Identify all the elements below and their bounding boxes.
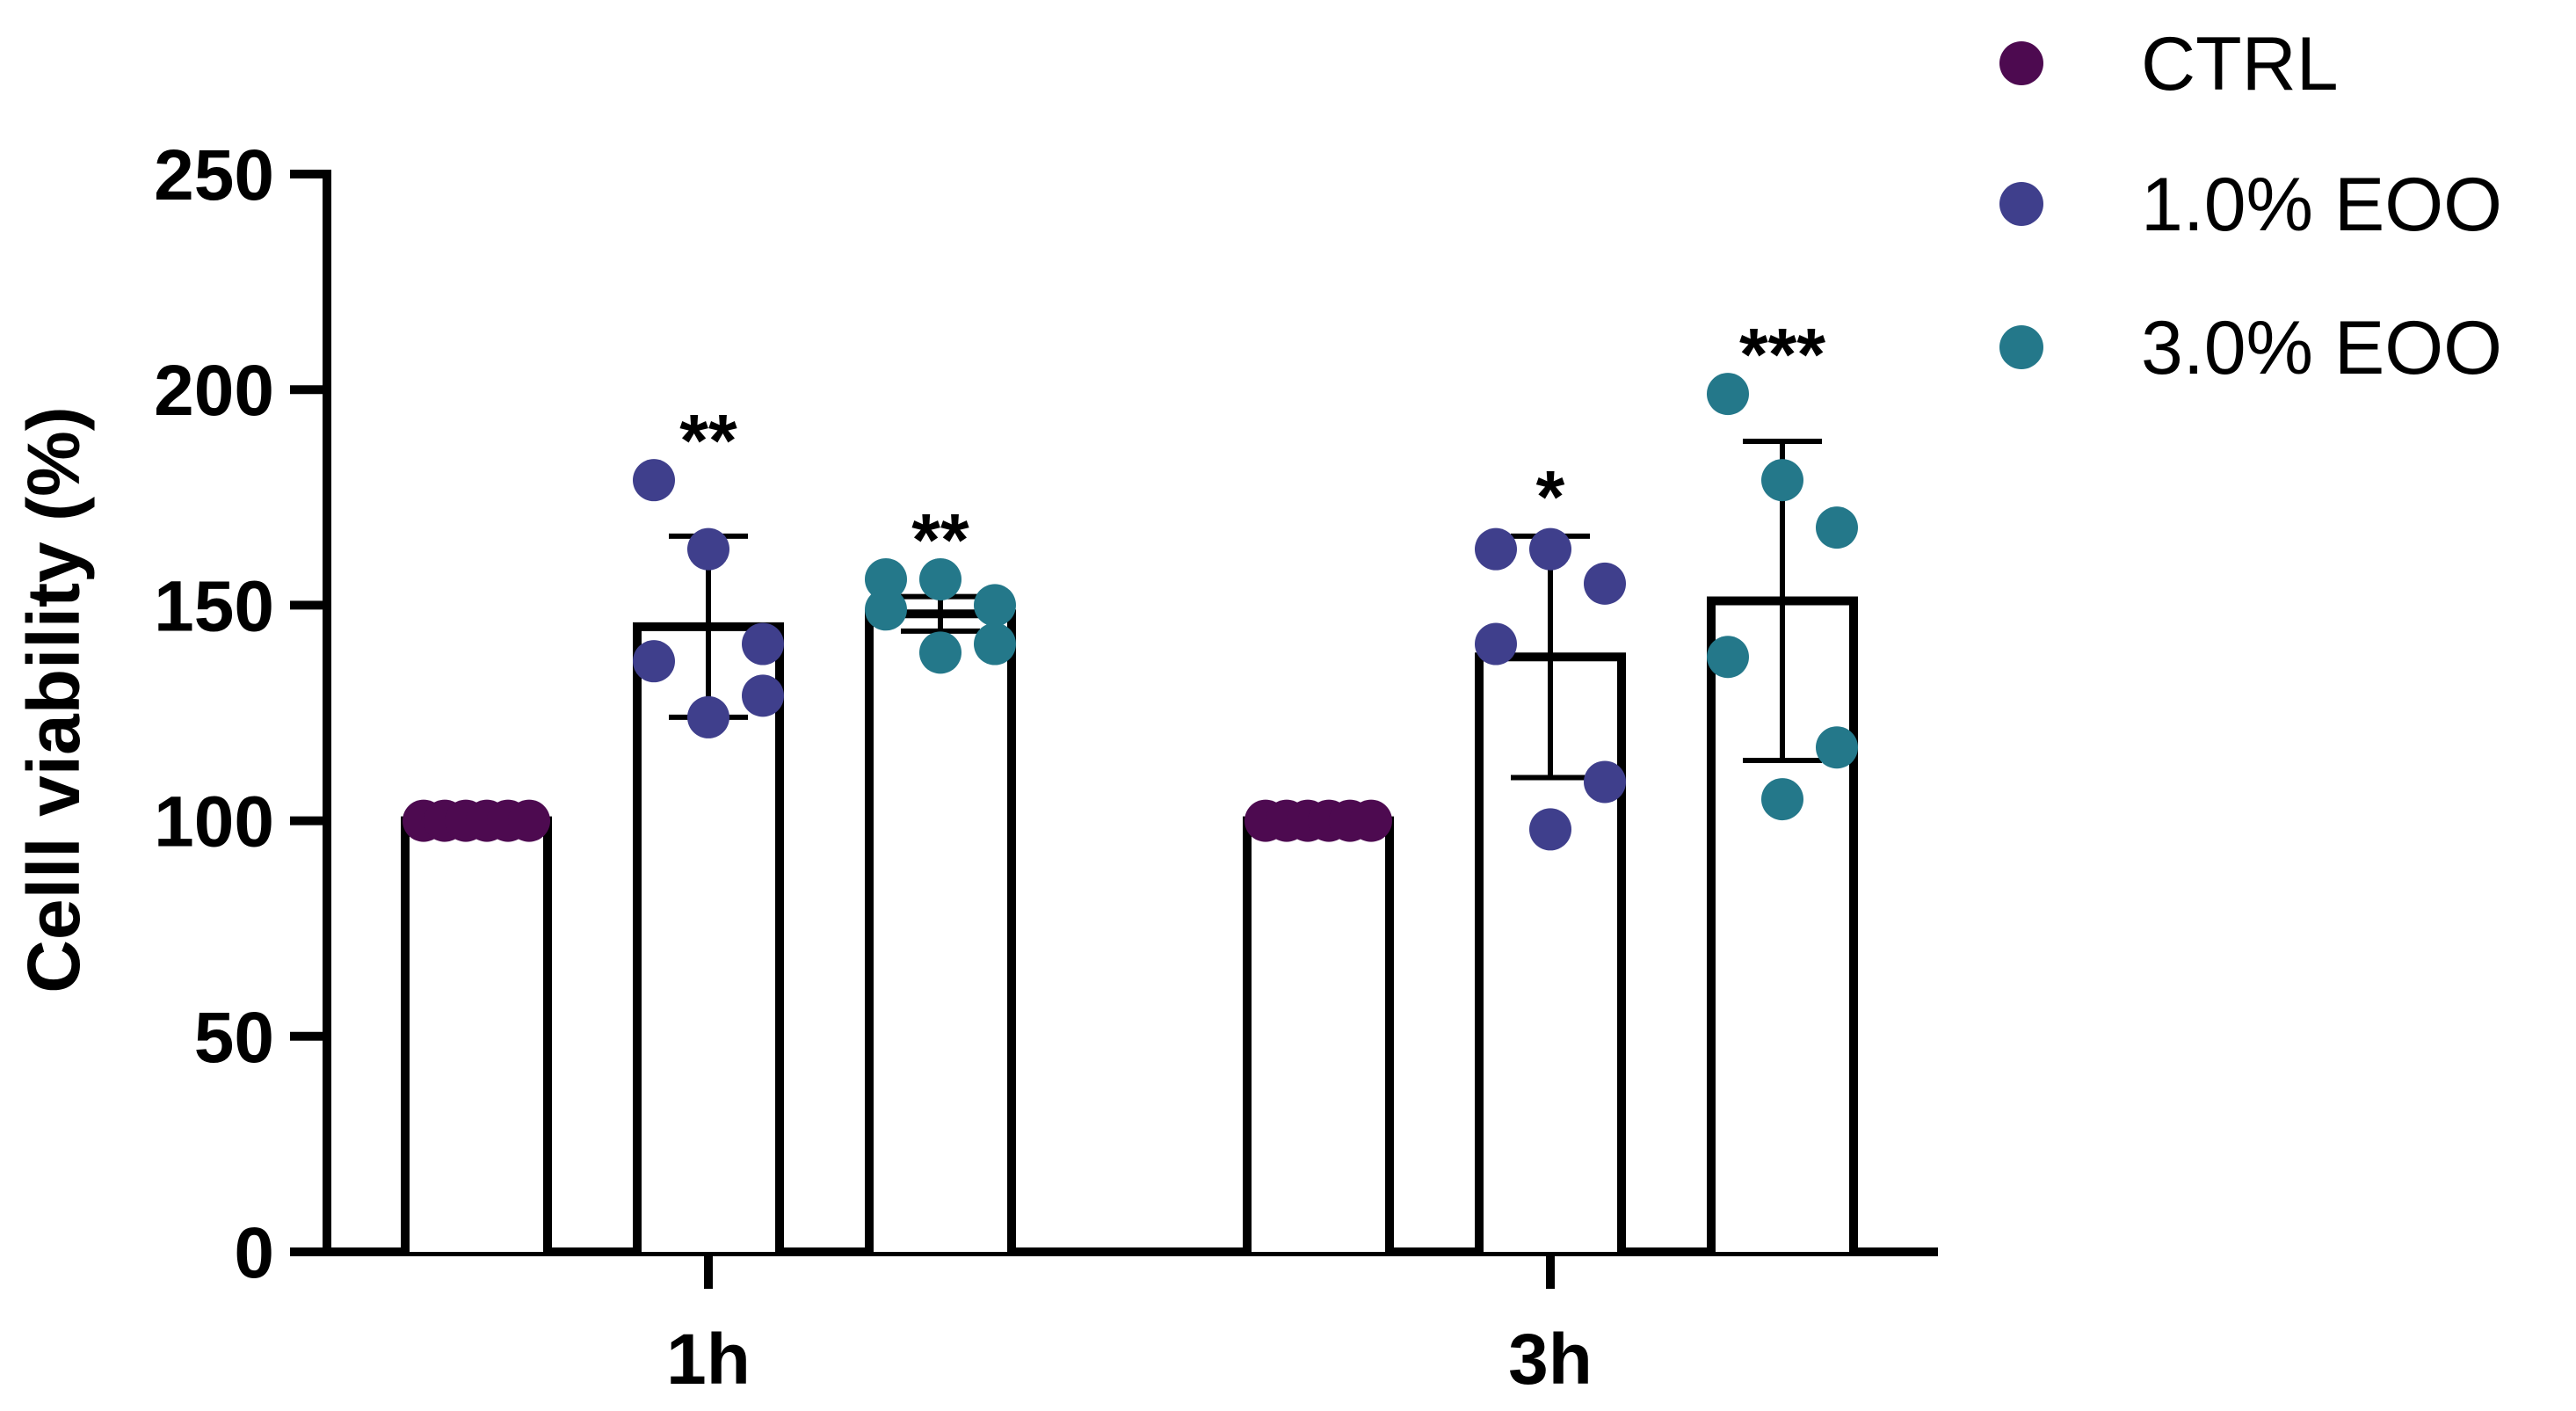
data-point (865, 557, 907, 600)
legend-label: 3.0% EOO (2141, 306, 2502, 390)
error-bars (669, 439, 1822, 781)
data-point (1707, 636, 1749, 679)
legend-marker (1999, 41, 2043, 85)
bar (865, 609, 1016, 1252)
legend-marker (1999, 182, 2043, 226)
data-point (1761, 459, 1803, 502)
y-tick-label: 250 (154, 135, 274, 215)
data-point (508, 799, 550, 842)
data-point (1475, 622, 1517, 665)
data-point (1350, 799, 1392, 842)
y-axis: 0 50 100 150 200 250 (154, 135, 331, 1293)
bars (401, 596, 1858, 1252)
data-point (633, 459, 675, 502)
data-point (687, 527, 729, 571)
y-axis-label: Celll viability (%) (12, 406, 95, 993)
data-point (687, 695, 729, 738)
bar (401, 816, 552, 1252)
data-point (1475, 527, 1517, 571)
x-axis: 1h 3h (323, 1247, 1938, 1400)
data-point (919, 557, 961, 600)
data-point (1529, 808, 1571, 851)
data-point (1761, 778, 1803, 821)
data-point (1816, 506, 1858, 549)
data-point (1584, 562, 1626, 605)
significance-marker: * (1536, 455, 1565, 538)
significance-marker: ** (679, 399, 737, 482)
data-point (1816, 726, 1858, 769)
legend-label: 1.0% EOO (2141, 163, 2502, 247)
data-points (403, 373, 1858, 851)
x-tick-label: 3h (1508, 1320, 1593, 1400)
y-tick-label: 150 (154, 566, 274, 646)
data-point (633, 640, 675, 683)
x-tick-label: 1h (666, 1320, 751, 1400)
significance-marker: ** (911, 498, 969, 581)
legend-marker (1999, 325, 2043, 369)
legend-label: CTRL (2141, 22, 2339, 106)
data-point (1584, 760, 1626, 804)
significance-marker: *** (1739, 313, 1825, 396)
data-point (742, 622, 784, 665)
significance-markers: ******** (679, 313, 1825, 581)
y-tick-label: 200 (154, 351, 274, 431)
data-point (1707, 373, 1749, 416)
y-tick-label: 100 (154, 782, 274, 862)
bar (1243, 816, 1394, 1252)
data-point (1529, 527, 1571, 571)
data-point (742, 674, 784, 717)
y-tick-label: 50 (194, 998, 274, 1078)
data-point (974, 622, 1016, 665)
y-tick-label: 0 (234, 1213, 274, 1293)
legend: CTRL 1.0% EOO 3.0% EOO (1999, 22, 2502, 390)
data-point (919, 631, 961, 674)
data-point (974, 584, 1016, 627)
data-point (865, 588, 907, 631)
